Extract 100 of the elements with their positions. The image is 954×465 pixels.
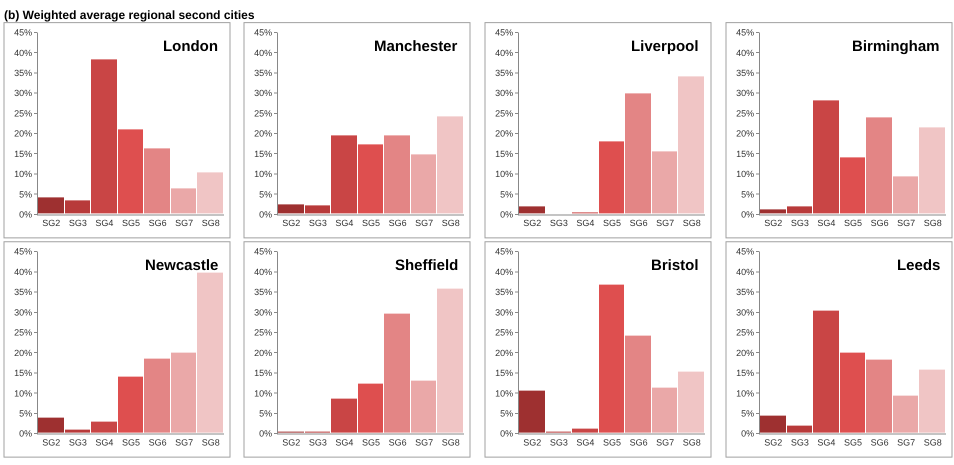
y-tick-label: 15% [736, 148, 754, 159]
y-tick-label: 30% [495, 307, 514, 318]
y-tick-label: 45% [495, 246, 514, 257]
y-tick-label: 15% [254, 368, 272, 378]
x-tick-label: SG4 [95, 218, 114, 228]
y-tick-label: 30% [14, 307, 32, 318]
x-tick-label: SG5 [122, 437, 140, 448]
x-tick-label: SG8 [682, 218, 701, 228]
y-tick-label: 35% [14, 287, 32, 298]
y-tick-label: 15% [495, 148, 514, 159]
y-tick-label: 5% [741, 189, 754, 200]
y-tick-label: 40% [254, 266, 272, 277]
x-tick-label: SG8 [442, 437, 460, 448]
x-tick-label: SG7 [656, 437, 674, 448]
y-tick-label: 20% [14, 128, 32, 139]
y-tick-label: 5% [500, 189, 514, 200]
y-tick-label: 20% [736, 128, 754, 139]
x-tick-label: SG6 [148, 437, 167, 448]
chart-title: Liverpool [631, 38, 699, 55]
y-tick-label: 10% [736, 388, 754, 398]
x-tick-label: SG8 [924, 437, 942, 448]
y-tick-label: 0% [741, 428, 754, 439]
chart-title: Newcastle [145, 257, 218, 274]
y-tick-label: 20% [14, 348, 32, 358]
y-tick-label: 5% [500, 408, 514, 419]
x-tick-label: SG8 [202, 218, 220, 228]
y-tick-label: 0% [500, 428, 514, 439]
y-tick-label: 20% [495, 348, 514, 358]
y-tick-label: 35% [254, 68, 272, 78]
x-tick-label: SG6 [630, 218, 648, 228]
x-tick-label: SG8 [202, 437, 220, 448]
x-tick-label: SG2 [764, 218, 782, 228]
x-tick-label: SG5 [362, 218, 380, 228]
y-tick-label: 25% [14, 108, 32, 118]
y-tick-label: 5% [259, 189, 272, 200]
y-tick-label: 40% [14, 48, 32, 58]
y-tick-label: 10% [14, 388, 32, 398]
chart-title: Manchester [374, 38, 458, 55]
x-tick-label: SG6 [870, 218, 889, 228]
x-tick-label: SG4 [335, 218, 354, 228]
chart-title: Sheffield [395, 257, 458, 274]
y-tick-label: 45% [254, 28, 272, 38]
x-tick-label: SG7 [175, 218, 194, 228]
x-tick-label: SG3 [550, 437, 568, 448]
y-tick-label: 15% [495, 368, 514, 378]
y-tick-label: 15% [254, 148, 272, 159]
x-tick-label: SG5 [844, 437, 862, 448]
y-tick-label: 5% [259, 408, 272, 419]
y-tick-label: 40% [495, 48, 514, 58]
y-tick-label: 25% [495, 108, 514, 118]
y-tick-label: 35% [254, 287, 272, 298]
y-tick-label: 45% [736, 246, 754, 257]
x-tick-label: SG7 [415, 218, 434, 228]
y-tick-label: 40% [254, 48, 272, 58]
x-tick-label: SG3 [308, 218, 327, 228]
x-tick-label: SG4 [817, 218, 836, 228]
chart-title: London [163, 38, 218, 55]
x-tick-label: SG2 [282, 218, 300, 228]
y-tick-label: 0% [259, 428, 272, 439]
x-tick-label: SG8 [682, 437, 701, 448]
y-tick-label: 10% [495, 169, 514, 180]
y-tick-label: 20% [736, 348, 754, 358]
bar [519, 205, 546, 214]
x-tick-label: SG2 [523, 218, 542, 228]
y-tick-label: 45% [495, 28, 514, 38]
x-tick-label: SG7 [897, 218, 916, 228]
x-tick-label: SG6 [630, 437, 648, 448]
x-tick-label: SG4 [576, 437, 594, 448]
y-tick-label: 10% [14, 169, 32, 180]
x-tick-label: SG2 [523, 437, 542, 448]
x-tick-label: SG4 [817, 437, 836, 448]
y-tick-label: 35% [495, 287, 514, 298]
y-tick-label: 35% [736, 287, 754, 298]
x-tick-label: SG6 [870, 437, 889, 448]
chart-title: Bristol [651, 257, 699, 274]
x-tick-label: SG6 [388, 218, 407, 228]
y-tick-label: 20% [254, 348, 272, 358]
x-tick-label: SG7 [175, 437, 194, 448]
x-tick-label: SG5 [362, 437, 380, 448]
x-tick-label: SG8 [924, 218, 942, 228]
y-tick-label: 45% [14, 28, 32, 38]
y-tick-label: 0% [500, 210, 514, 220]
y-tick-label: 40% [736, 266, 754, 277]
x-tick-label: SG3 [790, 218, 809, 228]
y-tick-label: 5% [19, 189, 32, 200]
y-tick-label: 45% [736, 28, 754, 38]
y-tick-label: 30% [254, 307, 272, 318]
y-tick-label: 25% [254, 328, 272, 338]
y-tick-label: 45% [14, 246, 32, 257]
y-tick-label: 0% [19, 210, 32, 220]
x-tick-label: SG7 [415, 437, 434, 448]
y-tick-label: 30% [14, 88, 32, 98]
y-tick-label: 30% [736, 88, 754, 98]
x-tick-label: SG5 [122, 218, 140, 228]
y-tick-label: 35% [495, 68, 514, 78]
x-tick-label: SG2 [282, 437, 300, 448]
x-tick-label: SG6 [388, 437, 407, 448]
x-tick-label: SG4 [576, 218, 594, 228]
y-tick-label: 35% [14, 68, 32, 78]
x-tick-label: SG5 [602, 437, 622, 448]
